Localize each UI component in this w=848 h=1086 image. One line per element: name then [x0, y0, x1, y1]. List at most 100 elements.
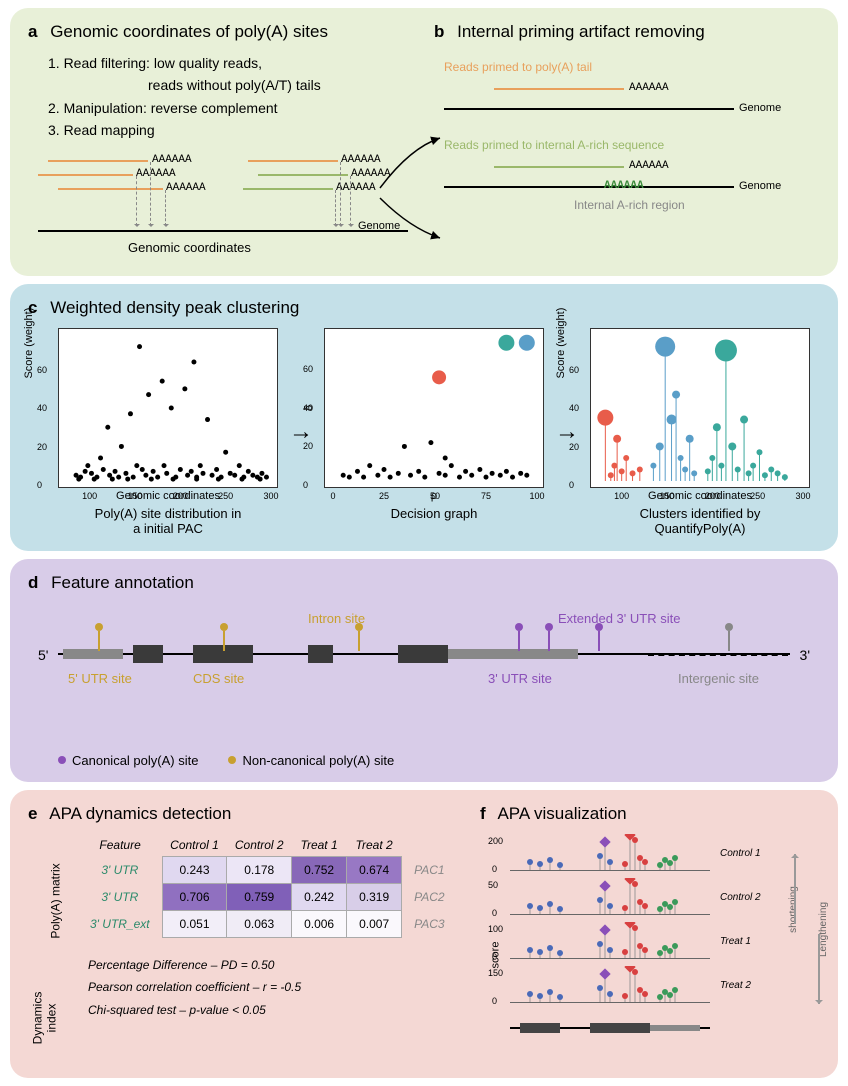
label-utr5: 5' UTR site — [68, 671, 132, 686]
panel-d: d Feature annotation 5' 3' Intron site E… — [10, 559, 838, 782]
label-utr3: 3' UTR site — [488, 671, 552, 686]
panel-c-title: c Weighted density peak clustering — [28, 298, 820, 318]
read-2 — [38, 174, 133, 176]
title-f-text: APA visualization — [497, 804, 626, 823]
panel-a-title: a Genomic coordinates of poly(A) sites — [28, 22, 414, 42]
dynamics-index: Percentage Difference – PD = 0.50 Pearso… — [88, 954, 480, 1022]
tail-3: AAAAAA — [166, 182, 206, 194]
charts-row: Score (weight) 0204060100150200250300 Ge… — [28, 328, 820, 537]
chart2-xlab: ρ — [324, 490, 544, 502]
title-c-text: Weighted density peak clustering — [50, 298, 299, 317]
dash-6 — [350, 176, 351, 226]
f-chart: score 0200Control 1050Control 20100Treat… — [510, 834, 770, 1064]
chart1-wrap: Score (weight) 0204060100150200250300 Ge… — [58, 328, 278, 536]
read-6 — [243, 188, 333, 190]
panel-ab: a Genomic coordinates of poly(A) sites 1… — [10, 8, 838, 276]
matrix-area: FeatureControl 1Control 2Treat 1Treat 23… — [28, 834, 480, 938]
letter-e: e — [28, 804, 37, 823]
title-d-text: Feature annotation — [51, 573, 194, 592]
utr5-box — [63, 649, 123, 659]
letter-f: f — [480, 804, 486, 823]
chart1-xlab: Genomic coordinates — [58, 490, 278, 502]
chart3-xlab: Genomic coordinates — [590, 490, 810, 502]
dash-5 — [340, 162, 341, 226]
panel-c: c Weighted density peak clustering Score… — [10, 284, 838, 551]
title-e-text: APA dynamics detection — [49, 804, 231, 823]
b-genome-label-1: Genome — [739, 102, 781, 114]
dashed-intergenic — [648, 654, 788, 656]
dot-gold — [228, 756, 236, 764]
exon-3 — [308, 645, 333, 663]
chart2: δ 02040600255075100 — [324, 328, 544, 488]
genomic-coords: Genomic coordinates — [128, 240, 251, 255]
b-genome-1 — [444, 108, 734, 110]
chart1: Score (weight) 0204060100150200250300 — [58, 328, 278, 488]
dyn1: Percentage Difference – PD = 0.50 — [88, 954, 480, 977]
b-diagram: Reads primed to poly(A) tail AAAAAA Geno… — [434, 52, 820, 222]
dash-3 — [165, 190, 166, 226]
legend-canonical: Canonical poly(A) site — [58, 753, 198, 768]
steps-list: 1. Read filtering: low quality reads, re… — [48, 52, 414, 142]
dash-4 — [335, 190, 336, 226]
chart2-title: Decision graph — [324, 506, 544, 521]
reads-diagram: AAAAAA AAAAAA AAAAAA AAAAAA AAAAAA AAAAA… — [28, 152, 414, 262]
lolli-utr3-2 — [548, 631, 550, 651]
lolli-utr5 — [98, 631, 100, 651]
step1b: reads without poly(A/T) tails — [148, 74, 414, 96]
end5: 5' — [38, 647, 48, 663]
b-internal: Internal A-rich region — [574, 198, 685, 212]
label-intron: Intron site — [308, 611, 365, 626]
step3: 3. Read mapping — [48, 119, 414, 141]
read-5 — [258, 174, 348, 176]
utr3-box — [448, 649, 578, 659]
panel-ef: e APA dynamics detection Poly(A) matrix … — [10, 790, 838, 1078]
chart1-ylab: Score (weight) — [23, 308, 35, 379]
step2: 2. Manipulation: reverse complement — [48, 97, 414, 119]
read-4 — [248, 160, 338, 162]
exon-1 — [133, 645, 163, 663]
step1: 1. Read filtering: low quality reads, — [48, 52, 414, 74]
chart3: Score (weight) 0204060100150200250300 — [590, 328, 810, 488]
side-dynamics: Dynamics index — [30, 991, 58, 1044]
panel-b: b Internal priming artifact removing Rea… — [414, 22, 820, 262]
tail-2: AAAAAA — [136, 168, 176, 180]
end3: 3' — [800, 647, 810, 663]
title-a-text: Genomic coordinates of poly(A) sites — [50, 22, 328, 41]
legend-d: Canonical poly(A) site Non-canonical pol… — [58, 753, 820, 768]
panel-d-title: d Feature annotation — [28, 573, 820, 593]
legend-noncanonical-text: Non-canonical poly(A) site — [242, 753, 394, 768]
chart3-wrap: Score (weight) 0204060100150200250300 Ge… — [590, 328, 810, 536]
label-intergenic: Intergenic site — [678, 671, 759, 686]
legend-canonical-text: Canonical poly(A) site — [72, 753, 198, 768]
b-read-1 — [494, 88, 624, 90]
read-1 — [48, 160, 148, 162]
legend-noncanonical: Non-canonical poly(A) site — [228, 753, 394, 768]
panel-f: f APA visualization score 0200Control 10… — [480, 804, 820, 1064]
title-b-text: Internal priming artifact removing — [457, 22, 705, 41]
b-genome-label-2: Genome — [739, 180, 781, 192]
panel-e: e APA dynamics detection Poly(A) matrix … — [28, 804, 480, 1064]
genome-line-a — [38, 230, 408, 232]
chart2-wrap: δ 02040600255075100 ρ Decision graph — [324, 328, 544, 537]
chart1-title: Poly(A) site distribution in a initial P… — [58, 506, 278, 536]
label-cds: CDS site — [193, 671, 244, 686]
b-green-tail: AAAAAA — [604, 180, 644, 192]
tail-1: AAAAAA — [152, 154, 192, 166]
chart3-title: Clusters identified by QuantifyPoly(A) — [590, 506, 810, 536]
dyn2: Pearson correlation coefficient – r = -0… — [88, 976, 480, 999]
b-tail-2: AAAAAA — [629, 160, 669, 172]
exon-4 — [398, 645, 448, 663]
gene-model: 5' 3' Intron site Extended 3' UTR site 5… — [28, 613, 820, 693]
panel-b-title: b Internal priming artifact removing — [434, 22, 820, 42]
read-3 — [58, 188, 163, 190]
letter-d: d — [28, 573, 38, 592]
lolli-ext3 — [598, 631, 600, 651]
letter-b: b — [434, 22, 444, 41]
lolli-intergenic — [728, 631, 730, 651]
lolli-cds — [223, 631, 225, 651]
label-ext3: Extended 3' UTR site — [558, 611, 680, 626]
side-matrix: Poly(A) matrix — [49, 863, 63, 938]
panel-f-title: f APA visualization — [480, 804, 820, 824]
panel-e-title: e APA dynamics detection — [28, 804, 480, 824]
dash-2 — [150, 162, 151, 226]
